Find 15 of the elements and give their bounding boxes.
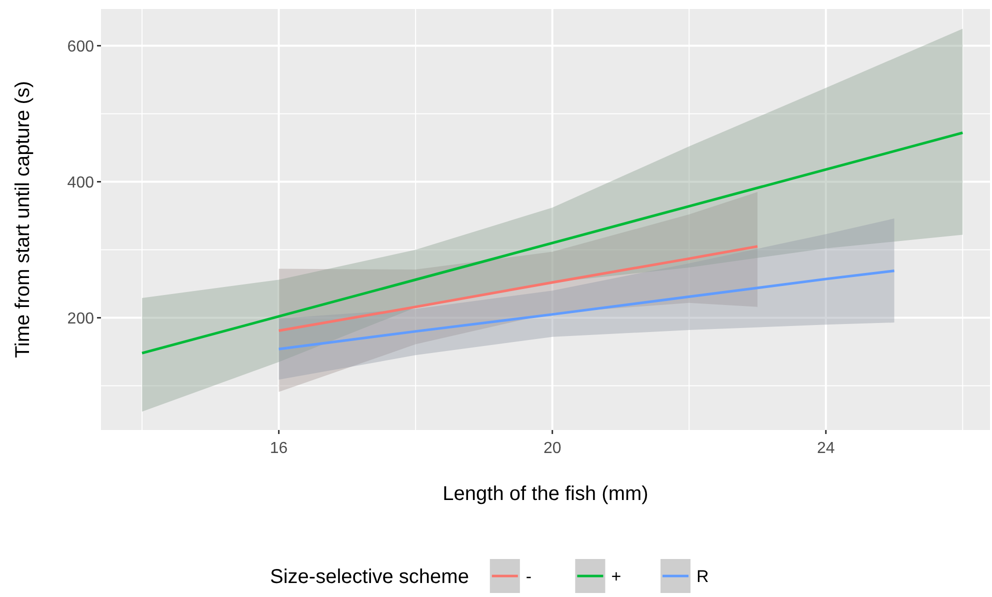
legend-label: - (526, 566, 532, 586)
x-tick-label: 24 (816, 440, 835, 457)
line-series (278, 245, 759, 332)
y-axis-title: Time from start until capture (s) (12, 80, 34, 358)
legend-label: R (696, 566, 709, 586)
legend-title: Size-selective scheme (270, 566, 469, 588)
y-tick-label: 200 (67, 310, 94, 328)
legend-label: + (611, 566, 622, 586)
line-series (140, 131, 964, 354)
x-tick-label: 20 (543, 440, 562, 457)
x-axis-title: Length of the fish (mm) (442, 483, 648, 505)
x-tick-label: 16 (270, 440, 288, 457)
line-series (278, 270, 896, 350)
y-tick-label: 600 (67, 38, 94, 56)
y-tick-label: 400 (67, 174, 94, 192)
